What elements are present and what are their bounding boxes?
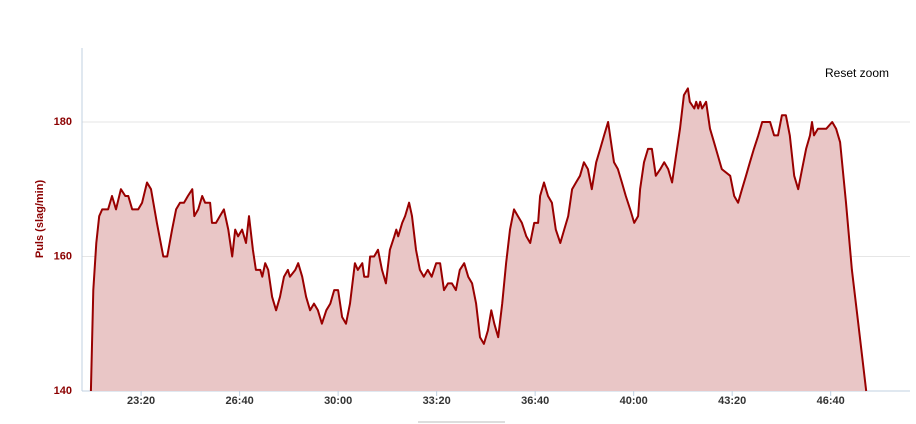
y-tick-label: 160 bbox=[54, 250, 72, 262]
reset-zoom-button[interactable]: Reset zoom bbox=[825, 66, 889, 80]
x-tick-label: 26:40 bbox=[226, 395, 254, 407]
y-tick-label: 140 bbox=[54, 385, 72, 397]
area-fill bbox=[90, 88, 867, 392]
y-axis-title: Puls (slag/min) bbox=[34, 180, 46, 259]
y-tick-label: 180 bbox=[54, 116, 72, 128]
x-tick-label: 33:20 bbox=[423, 395, 451, 407]
x-tick-label: 23:20 bbox=[127, 395, 155, 407]
x-tick-label: 46:40 bbox=[817, 395, 845, 407]
x-tick-label: 36:40 bbox=[521, 395, 549, 407]
line bbox=[89, 87, 868, 392]
x-tick-label: 43:20 bbox=[718, 395, 746, 407]
x-tick-label: 40:00 bbox=[620, 395, 648, 407]
x-tick-label: 30:00 bbox=[324, 395, 352, 407]
